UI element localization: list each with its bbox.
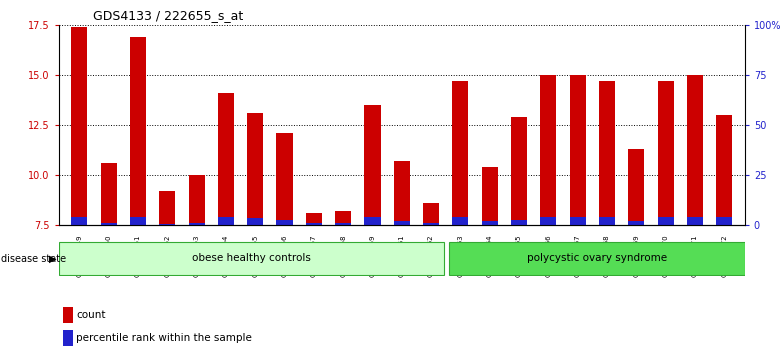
Bar xyxy=(570,217,586,225)
Bar xyxy=(130,217,146,225)
Bar xyxy=(540,217,557,225)
Bar xyxy=(306,213,322,225)
Bar xyxy=(687,75,703,225)
Bar xyxy=(452,81,469,225)
Bar xyxy=(423,223,439,225)
Bar xyxy=(481,221,498,225)
Bar xyxy=(687,217,703,225)
Bar xyxy=(188,175,205,225)
Bar xyxy=(71,217,87,225)
Text: obese healthy controls: obese healthy controls xyxy=(192,253,310,263)
Text: count: count xyxy=(76,310,106,320)
Bar xyxy=(247,113,263,225)
Bar xyxy=(218,217,234,225)
Bar xyxy=(570,75,586,225)
Text: GDS4133 / 222655_s_at: GDS4133 / 222655_s_at xyxy=(93,9,243,22)
Bar xyxy=(717,115,732,225)
Bar xyxy=(628,149,644,225)
Bar xyxy=(599,81,615,225)
Bar xyxy=(658,81,673,225)
Bar xyxy=(394,221,410,225)
Text: ▶: ▶ xyxy=(49,254,57,264)
Bar xyxy=(63,307,72,323)
Bar xyxy=(130,37,146,225)
Bar xyxy=(599,217,615,225)
Bar xyxy=(63,330,72,346)
Bar xyxy=(100,163,117,225)
Bar xyxy=(511,221,527,225)
Bar xyxy=(540,75,557,225)
Bar xyxy=(394,161,410,225)
Bar xyxy=(423,203,439,225)
Bar xyxy=(717,217,732,225)
Text: polycystic ovary syndrome: polycystic ovary syndrome xyxy=(527,253,667,263)
Bar xyxy=(277,221,292,225)
Bar xyxy=(365,105,380,225)
FancyBboxPatch shape xyxy=(449,242,745,275)
Bar xyxy=(247,218,263,225)
Bar xyxy=(218,93,234,225)
Text: percentile rank within the sample: percentile rank within the sample xyxy=(76,332,252,343)
Bar xyxy=(335,223,351,225)
Bar xyxy=(159,224,176,225)
Bar xyxy=(365,217,380,225)
Bar xyxy=(481,167,498,225)
Bar xyxy=(100,223,117,225)
Bar xyxy=(335,211,351,225)
Bar xyxy=(452,217,469,225)
Bar xyxy=(658,217,673,225)
Bar xyxy=(188,223,205,225)
Bar xyxy=(628,221,644,225)
Bar xyxy=(159,191,176,225)
Bar xyxy=(71,27,87,225)
Bar xyxy=(511,117,527,225)
FancyBboxPatch shape xyxy=(59,242,444,275)
Bar xyxy=(277,133,292,225)
Bar xyxy=(306,223,322,225)
Text: disease state: disease state xyxy=(1,254,66,264)
